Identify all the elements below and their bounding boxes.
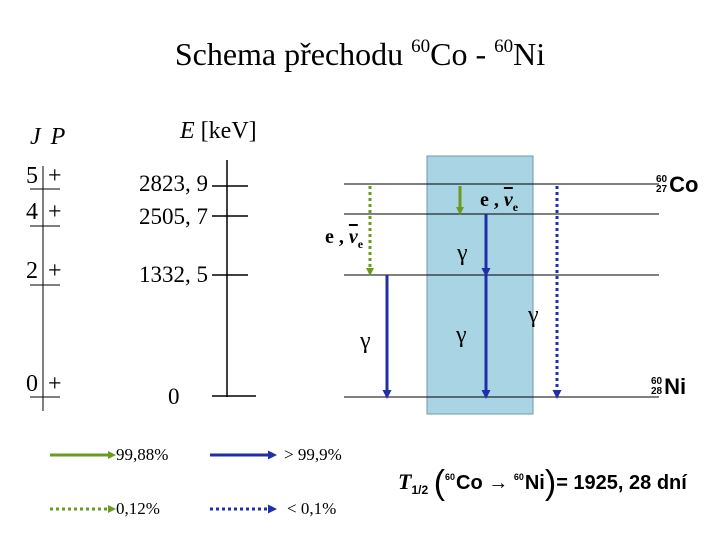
gamma-label-right: γ bbox=[528, 302, 539, 328]
legend-green-solid-label: 99,88% bbox=[116, 445, 169, 464]
antineutrino-sub-2: e bbox=[512, 200, 519, 214]
energy-2823: 2823, 9 bbox=[139, 171, 208, 196]
highlight-box bbox=[426, 155, 534, 415]
beta-label-left: e , νe bbox=[325, 226, 363, 252]
half-life-ni-mass: 60 bbox=[513, 472, 524, 482]
beta-label-right: e , νe bbox=[480, 189, 518, 215]
co-symbol: Co bbox=[669, 172, 699, 197]
energy-header: E [keV] bbox=[180, 118, 257, 145]
energy-1332: 1332, 5 bbox=[139, 262, 208, 287]
ni-mass: 60 bbox=[651, 376, 663, 387]
comma-label: , bbox=[333, 226, 349, 248]
half-life-co: Co bbox=[456, 472, 483, 494]
half-life-arrow: → bbox=[488, 472, 509, 494]
half-life-value: = 1925, 28 dní bbox=[556, 472, 687, 494]
nuclide-ni: 60 28Ni bbox=[651, 374, 686, 400]
energy-var: E bbox=[180, 118, 195, 144]
title-parent-mass: 60 bbox=[411, 36, 431, 57]
nuclide-co: 60 27Co bbox=[656, 172, 698, 198]
legend-blue-dotted-label: < 0,1% bbox=[287, 499, 337, 518]
electron-label-2: e bbox=[480, 189, 489, 211]
antineutrino-symbol-2: ν bbox=[503, 189, 513, 211]
co-z: 27 bbox=[656, 184, 668, 195]
title-separator: - bbox=[467, 36, 495, 72]
jp-header: J P bbox=[30, 124, 68, 150]
title-parent: Co bbox=[430, 36, 468, 72]
half-life-t: T bbox=[398, 469, 412, 494]
spin-2plus: 2 + bbox=[26, 258, 64, 284]
co-mass: 60 bbox=[656, 174, 668, 185]
ni-z: 28 bbox=[651, 386, 663, 397]
gamma-label-upper: γ bbox=[457, 240, 468, 266]
gamma-label-left: γ bbox=[360, 328, 371, 354]
ni-symbol: Ni bbox=[664, 374, 687, 399]
antineutrino-symbol: ν bbox=[348, 226, 358, 248]
comma-label-2: , bbox=[488, 189, 504, 211]
energy-2505: 2505, 7 bbox=[139, 204, 208, 229]
spin-4plus: 4 + bbox=[26, 199, 64, 225]
spin-0plus: 0 + bbox=[26, 371, 64, 397]
antineutrino-sub: e bbox=[357, 237, 364, 251]
half-life-formula: T1/2 (60Co → 60Ni)= 1925, 28 dní bbox=[398, 464, 687, 502]
title-daughter: Ni bbox=[513, 36, 546, 72]
half-life-co-mass: 60 bbox=[445, 472, 456, 482]
energy-0: 0 bbox=[168, 384, 180, 409]
spin-5plus: 5 + bbox=[26, 163, 64, 189]
legend-blue-solid-label: > 99,9% bbox=[284, 445, 342, 464]
title-prefix: Schema přechodu bbox=[174, 36, 412, 72]
half-life-ni: Ni bbox=[524, 472, 545, 494]
energy-unit: [keV] bbox=[194, 118, 257, 144]
title-daughter-mass: 60 bbox=[494, 36, 514, 57]
half-life-sub: 1/2 bbox=[411, 483, 429, 497]
gamma-label-middle: γ bbox=[456, 322, 467, 348]
page-title: Schema přechodu 60Co - 60Ni bbox=[0, 36, 720, 73]
electron-label: e bbox=[325, 226, 334, 248]
legend-green-dotted-label: 0,12% bbox=[116, 499, 160, 518]
